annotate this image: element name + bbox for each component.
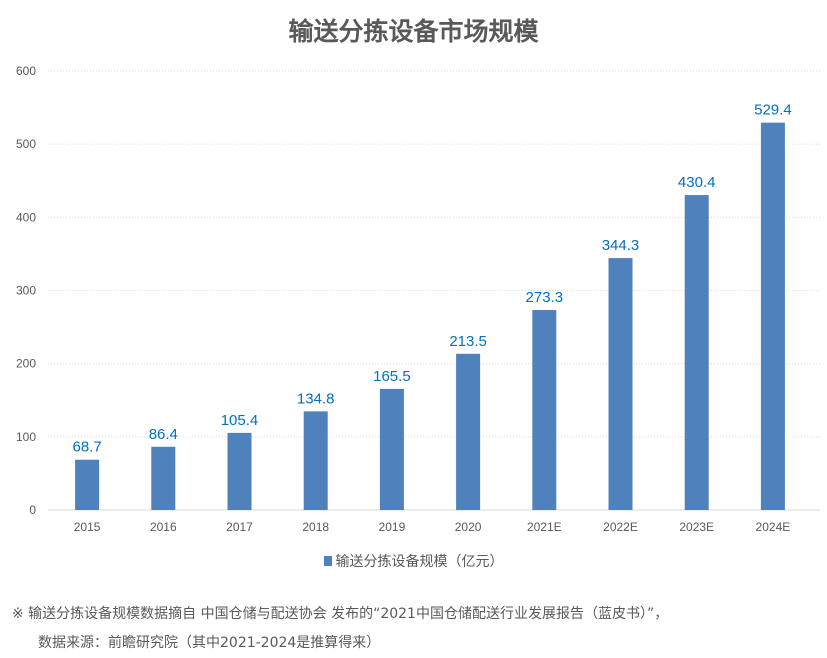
chart-title: 输送分拣设备市场规模 xyxy=(288,17,539,46)
x-tick-label: 2015 xyxy=(74,520,101,534)
data-label: 165.5 xyxy=(373,368,411,385)
plot-area: 0 100 200 300 400 500 600 68.7 2015 86.4 2016 105.4… xyxy=(16,64,820,534)
x-tick-label: 2023E xyxy=(679,520,714,534)
bar xyxy=(456,353,481,510)
y-tick-label: 400 xyxy=(16,210,36,224)
x-tick-label: 2024E xyxy=(756,520,791,534)
legend: 输送分拣设备规模（亿元） xyxy=(0,551,827,571)
x-tick-label: 2018 xyxy=(302,520,329,534)
data-label: 68.7 xyxy=(72,439,101,456)
legend-swatch xyxy=(323,556,332,566)
data-label: 529.4 xyxy=(754,102,792,119)
bar xyxy=(684,195,709,510)
data-label: 134.8 xyxy=(297,390,335,407)
x-tick-label: 2021E xyxy=(527,520,562,534)
x-tick-label: 2016 xyxy=(150,520,177,534)
data-label: 86.4 xyxy=(149,426,178,443)
y-tick-label: 0 xyxy=(29,503,36,517)
bar xyxy=(608,258,633,510)
data-label: 273.3 xyxy=(526,289,564,306)
y-tick-label: 200 xyxy=(16,357,36,371)
bar xyxy=(75,459,100,510)
x-tick-label: 2022E xyxy=(603,520,638,534)
x-tick-label: 2019 xyxy=(379,520,406,534)
data-label: 344.3 xyxy=(602,237,640,254)
bar xyxy=(379,388,404,510)
data-label: 105.4 xyxy=(221,412,259,429)
footnote: ※ 输送分拣设备规模数据摘自 中国仓储与配送协会 发布的“2021中国仓储配送行… xyxy=(12,606,669,622)
x-tick-label: 2020 xyxy=(455,520,482,534)
y-tick-label: 300 xyxy=(16,284,36,298)
y-tick-label: 500 xyxy=(16,137,36,151)
bar xyxy=(151,446,176,510)
source-note: 数据来源：前瞻研究院（其中2021-2024是推算得来） xyxy=(38,635,381,651)
bar xyxy=(227,432,252,510)
bar xyxy=(303,411,328,510)
x-tick-label: 2017 xyxy=(226,520,253,534)
bar xyxy=(532,310,557,510)
legend-label: 输送分拣设备规模（亿元） xyxy=(335,554,504,570)
y-tick-label: 100 xyxy=(16,430,36,444)
data-label: 430.4 xyxy=(678,174,716,191)
bar xyxy=(760,122,785,510)
y-tick-label: 600 xyxy=(16,64,36,78)
data-label: 213.5 xyxy=(449,333,487,350)
